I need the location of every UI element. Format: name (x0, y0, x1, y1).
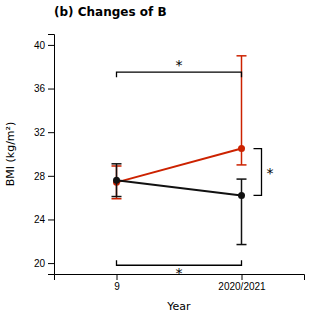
y-axis-line (48, 35, 55, 275)
bracket-label: * (176, 265, 183, 281)
x-tick: 2020/2021 (218, 274, 266, 292)
x-tick-mark (117, 274, 118, 280)
y-tick: 28 (34, 171, 54, 182)
annotations: * * * (117, 57, 274, 280)
y-tick: 24 (34, 214, 54, 225)
y-tick-label: 32 (34, 127, 46, 138)
y-tick: 36 (34, 83, 54, 94)
y-tick-label: 24 (34, 214, 46, 225)
series (112, 56, 247, 199)
error-bar-cap (237, 55, 247, 57)
y-tick-label: 40 (34, 40, 46, 51)
y-tick-mark (48, 132, 54, 133)
series-line (117, 180, 242, 195)
error-bar-cap (112, 196, 122, 198)
error-bar-cap (112, 163, 122, 165)
x-tick-label: 2020/2021 (218, 281, 266, 292)
series-layer (112, 56, 247, 245)
bracket-label: * (267, 165, 274, 181)
x-tick-mark (242, 274, 243, 280)
error-bar-cap (237, 244, 247, 246)
y-tick-mark (48, 176, 54, 177)
error-bar (237, 179, 247, 244)
y-tick: 32 (34, 127, 54, 138)
y-axis: 20 24 28 32 36 40 (34, 35, 55, 275)
significance-bracket: * (117, 260, 242, 280)
error-bar-stem (241, 179, 243, 244)
y-axis-title: BMI (kg/m²) (4, 122, 17, 187)
y-tick-mark (48, 263, 54, 264)
chart: 20242832364092020/2021YearBMI (kg/m²)***… (0, 0, 320, 320)
bracket-line (254, 149, 262, 196)
y-tick: 40 (34, 40, 54, 51)
bracket-label: * (176, 57, 183, 73)
x-tick-label: 9 (114, 281, 120, 292)
y-tick-label: 36 (34, 83, 46, 94)
y-tick-mark (48, 219, 54, 220)
y-tick-label: 28 (34, 171, 46, 182)
title: (b) Changes of B (54, 5, 167, 19)
x-axis-title: Year (166, 300, 191, 313)
error-bar-cap (237, 178, 247, 180)
x-tick: 9 (114, 274, 120, 292)
point (238, 192, 245, 199)
series (112, 164, 247, 245)
y-tick-mark (48, 89, 54, 90)
point (113, 177, 120, 184)
y-tick-label: 20 (34, 258, 46, 269)
error-bar-cap (237, 164, 247, 166)
error-bar (112, 164, 122, 197)
significance-bracket: * (254, 149, 274, 196)
y-tick: 20 (34, 258, 54, 269)
plot: 20 24 28 32 36 40 9 2020/2021 Year BMI (kg/m²) * * * (4, 35, 305, 314)
point (238, 145, 245, 152)
y-tick-mark (48, 45, 54, 46)
significance-bracket: * (117, 57, 242, 77)
series-line (117, 149, 242, 183)
error-bar-cap (112, 198, 122, 200)
